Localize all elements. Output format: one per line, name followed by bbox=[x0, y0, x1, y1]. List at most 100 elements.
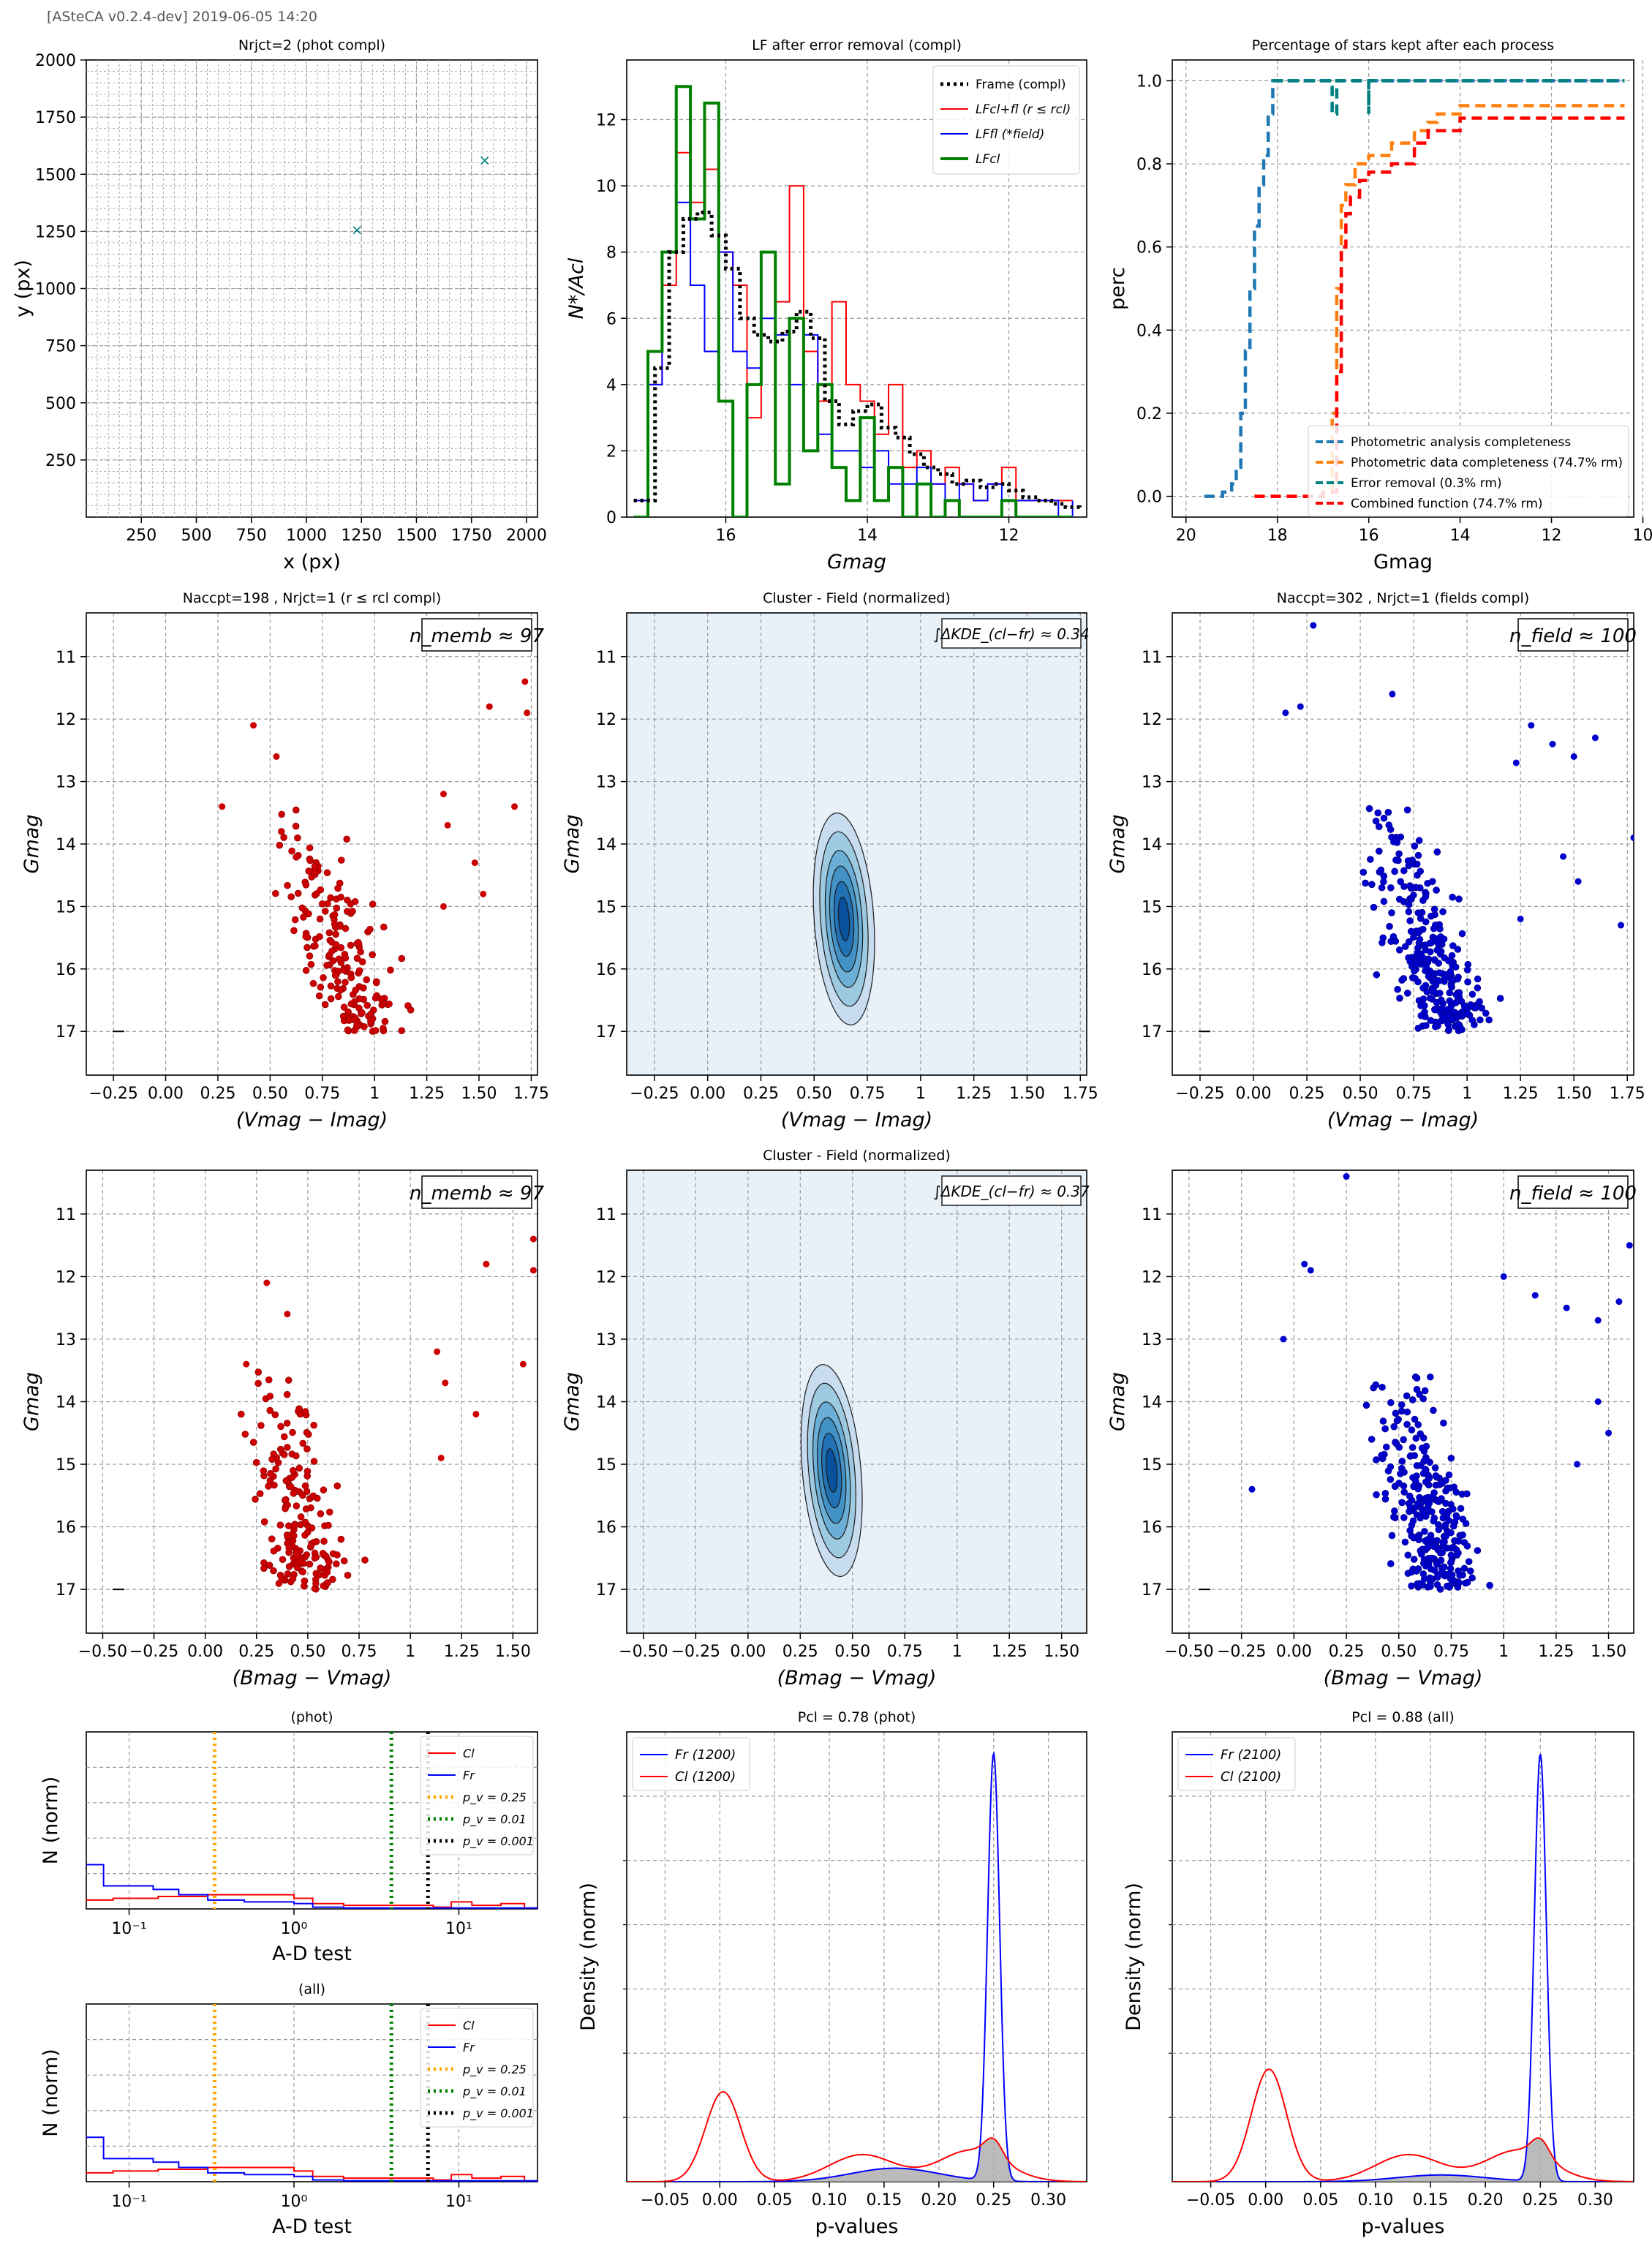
star-point bbox=[284, 1522, 293, 1530]
legend-entry: LFcl+fl (r ≤ rcl) bbox=[976, 102, 1071, 117]
axis-label-x: (Bmag − Vmag) bbox=[233, 1667, 392, 1689]
star-point bbox=[307, 1542, 314, 1551]
star-point bbox=[1398, 1401, 1406, 1409]
tick-label-x: 1.25 bbox=[992, 1643, 1027, 1661]
series-line bbox=[633, 201, 1074, 517]
star-point bbox=[1427, 1554, 1436, 1562]
star-point bbox=[387, 966, 394, 974]
star-point bbox=[398, 1027, 406, 1035]
grid bbox=[86, 613, 538, 1075]
star-point bbox=[320, 1537, 328, 1545]
star-point bbox=[343, 835, 350, 843]
star-point bbox=[320, 1486, 328, 1494]
axes-frame bbox=[86, 1731, 538, 1910]
star-point bbox=[337, 893, 344, 901]
star-point bbox=[1307, 1267, 1314, 1274]
star-point bbox=[293, 1553, 301, 1560]
tick-label-y: 16 bbox=[596, 1519, 616, 1537]
star-point bbox=[1433, 848, 1441, 856]
star-point bbox=[511, 803, 518, 810]
star-point bbox=[1459, 1531, 1466, 1539]
star-point bbox=[1359, 868, 1368, 876]
star-point bbox=[334, 992, 342, 1001]
star-point bbox=[276, 1521, 284, 1529]
star-point bbox=[1391, 867, 1398, 875]
star-point bbox=[1462, 1520, 1470, 1527]
tick-label-x: 0.25 bbox=[1329, 1643, 1365, 1661]
tick-label-x: 1.50 bbox=[461, 1085, 497, 1103]
tick-label-x: 1.50 bbox=[1044, 1643, 1079, 1661]
axes-frame bbox=[86, 1169, 538, 1634]
star-point bbox=[299, 1439, 307, 1447]
star-point bbox=[316, 933, 323, 941]
star-point bbox=[1378, 939, 1386, 946]
tick-label-y: 2000 bbox=[35, 52, 76, 70]
legend-entry: Fr (1200) bbox=[675, 1747, 736, 1763]
star-point bbox=[1372, 1381, 1380, 1389]
annotation: n_field ≈ 100 bbox=[1509, 618, 1637, 652]
star-point bbox=[1390, 1513, 1398, 1521]
star-point bbox=[1468, 990, 1476, 998]
star-point bbox=[317, 983, 325, 991]
axis-label-x: p-values bbox=[1362, 2215, 1445, 2238]
star-point bbox=[1447, 1559, 1455, 1567]
star-point bbox=[369, 900, 377, 908]
star-point bbox=[307, 960, 315, 968]
star-point bbox=[1424, 1493, 1432, 1502]
star-point bbox=[336, 987, 344, 994]
star-point bbox=[312, 1580, 320, 1587]
star-point bbox=[1382, 1443, 1390, 1451]
plot-area bbox=[1199, 622, 1634, 1035]
tick-label-x: 1250 bbox=[341, 527, 382, 545]
panel-ad_phot: (phot) A-D test N (norm) 10⁻¹ 10⁰ 10¹ Cl Fr p_v … bbox=[39, 1709, 538, 1965]
star-point bbox=[260, 1518, 268, 1526]
star-point bbox=[1375, 847, 1383, 855]
star-point bbox=[1297, 703, 1304, 710]
annotation-text: n_memb ≈ 97 bbox=[410, 1183, 544, 1205]
axes-frame bbox=[626, 59, 1087, 518]
tick-label-y: 250 bbox=[45, 452, 76, 470]
tick-label-y: 13 bbox=[56, 1331, 76, 1349]
tick-label-y: 4 bbox=[606, 377, 616, 395]
annotation-text: n_memb ≈ 97 bbox=[410, 625, 544, 647]
star-point bbox=[372, 979, 380, 987]
legend-box bbox=[420, 2008, 534, 2128]
tick-label-y: 16 bbox=[1142, 1519, 1162, 1537]
star-point bbox=[1408, 1396, 1417, 1404]
star-point bbox=[1517, 915, 1524, 922]
star-point bbox=[299, 1491, 306, 1499]
star-point bbox=[317, 1510, 325, 1518]
tick-label-y: 12 bbox=[596, 112, 616, 130]
tick-label-x: 0.50 bbox=[1343, 1085, 1378, 1103]
tick-label-y: 14 bbox=[596, 836, 616, 854]
series-line bbox=[633, 85, 1073, 517]
star-point bbox=[1444, 1484, 1452, 1492]
star-point bbox=[1449, 893, 1456, 901]
tick-label-y: 17 bbox=[56, 1023, 76, 1041]
star-point bbox=[1395, 1480, 1403, 1487]
tick-label-x: 0.15 bbox=[866, 2191, 902, 2210]
star-point bbox=[1387, 1560, 1395, 1567]
star-point bbox=[292, 822, 300, 830]
star-point bbox=[279, 1556, 287, 1564]
tick-label-y: 750 bbox=[45, 338, 76, 356]
star-point bbox=[306, 1560, 314, 1568]
tick-label-y: 0.4 bbox=[1136, 322, 1162, 340]
panel-title: Nrjct=2 (phot compl) bbox=[238, 37, 385, 53]
tick-label-y: 1750 bbox=[35, 109, 76, 127]
star-point bbox=[290, 927, 298, 935]
star-point bbox=[288, 847, 295, 855]
star-point bbox=[1412, 960, 1419, 968]
star-point bbox=[311, 862, 319, 870]
star-point bbox=[342, 954, 350, 962]
star-point bbox=[1441, 1521, 1449, 1529]
plot-area bbox=[627, 1750, 1087, 2182]
star-point bbox=[1476, 998, 1483, 1006]
star-point bbox=[311, 1554, 319, 1562]
tick-label-x: 0.30 bbox=[1577, 2191, 1613, 2210]
star-point bbox=[256, 1490, 264, 1498]
star-point bbox=[271, 889, 279, 897]
star-point bbox=[1375, 823, 1383, 831]
axis-label-x: (Vmag − Imag) bbox=[1327, 1109, 1479, 1131]
tick-label-x: 1500 bbox=[396, 527, 437, 545]
